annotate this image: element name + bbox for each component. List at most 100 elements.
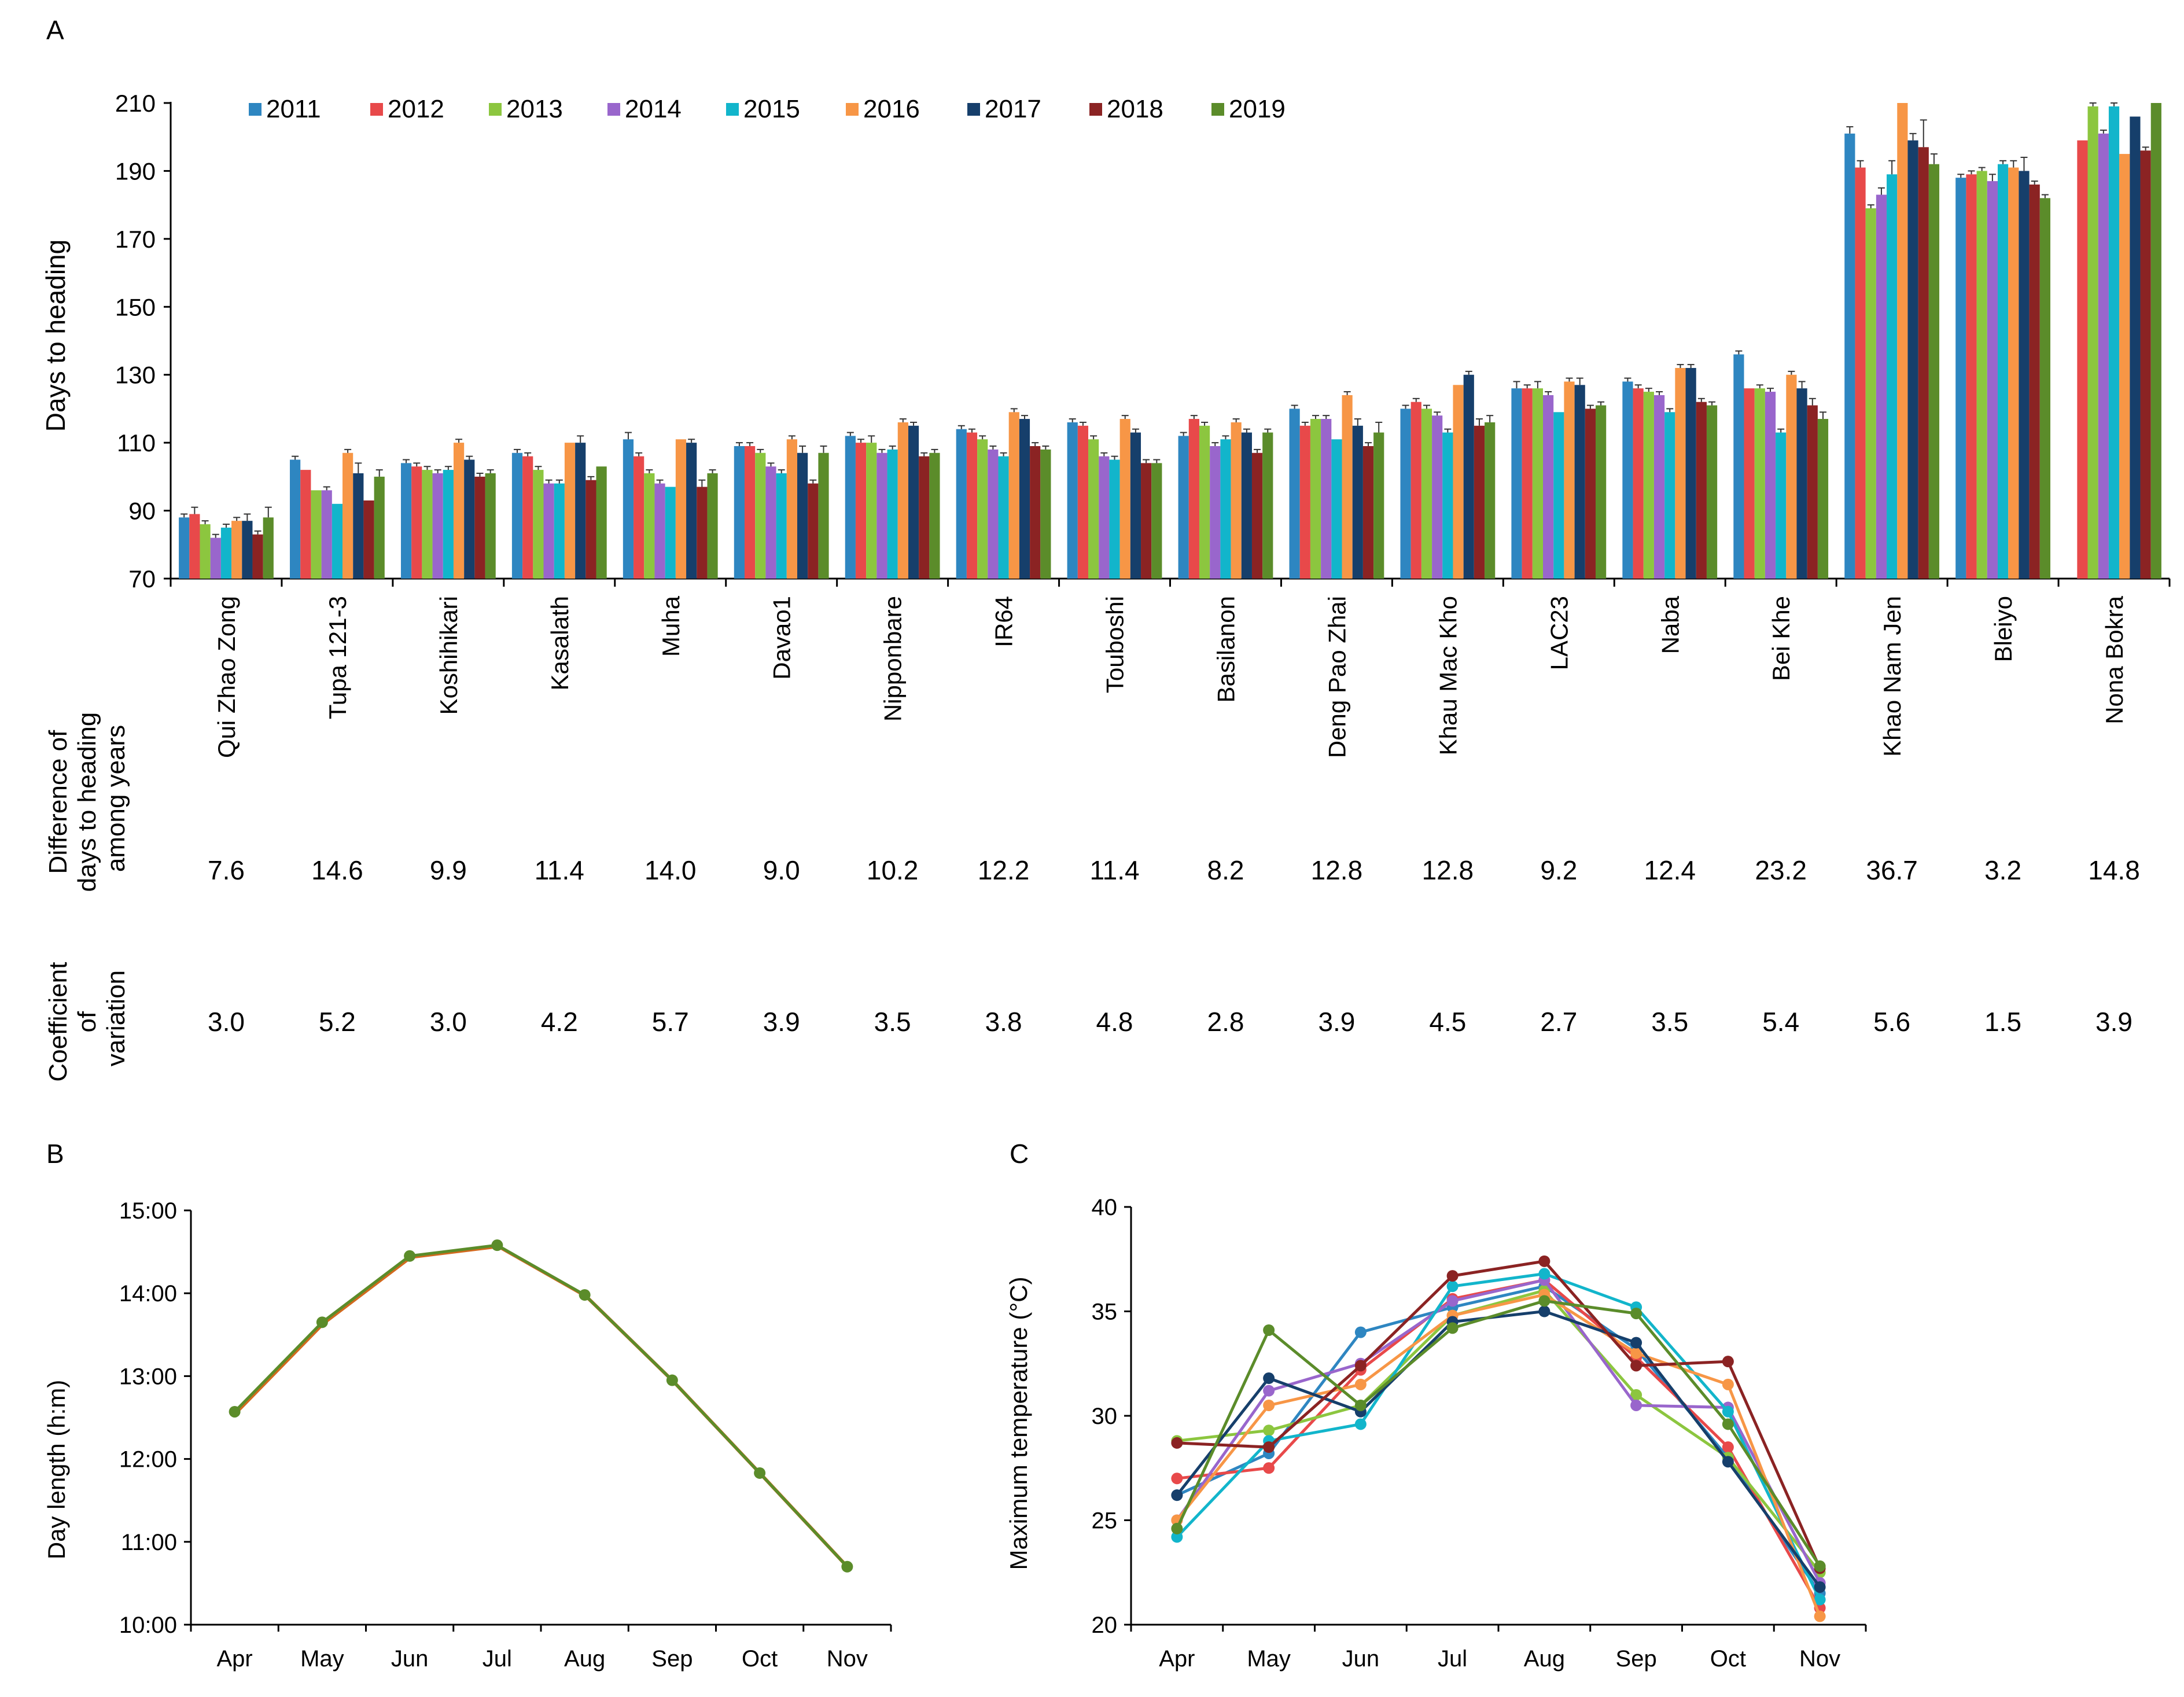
bar-2016 [897, 422, 908, 579]
bar-2017 [1574, 385, 1585, 579]
bar-2012 [300, 470, 311, 579]
temperature-point-2017 [1814, 1581, 1826, 1593]
temperature-point-2016 [1814, 1610, 1826, 1622]
difference-value: 11.4 [535, 855, 584, 885]
bar-2013 [1421, 408, 1432, 579]
bar-2015 [665, 487, 676, 579]
difference-value: 23.2 [1755, 855, 1807, 885]
chart-a-category-label: Khao Nam Jen [1879, 596, 1906, 757]
temperature-line-2013 [1177, 1289, 1821, 1574]
bar-2016 [1897, 103, 1908, 579]
chart-c-y-tick-label: 40 [1092, 1195, 1118, 1220]
bar-2014 [1210, 446, 1221, 579]
bar-2016 [342, 452, 353, 579]
bar-2014 [2098, 133, 2109, 579]
bar-2019 [1596, 405, 1607, 579]
temperature-point-2018 [1630, 1360, 1642, 1372]
chart-c-y-tick-label: 35 [1092, 1300, 1118, 1325]
temperature-point-2012 [1263, 1462, 1275, 1474]
bar-2013 [1976, 171, 1987, 579]
bar-2014 [210, 538, 221, 579]
bar-2019 [485, 473, 496, 579]
difference-value: 12.8 [1422, 855, 1474, 885]
bar-2015 [776, 473, 787, 579]
cv-value: 5.2 [319, 1007, 356, 1037]
temperature-point-2018 [1354, 1360, 1367, 1372]
chart-c-y-tick-label: 30 [1092, 1404, 1118, 1429]
chart-a-category-label: Koshihikari [435, 596, 462, 715]
chart-a-y-tick-label: 210 [115, 90, 156, 117]
temperature-point-2016 [1722, 1378, 1734, 1390]
chart-a-y-tick-label: 170 [115, 226, 156, 253]
chart-c-x-tick-label: Oct [1710, 1646, 1746, 1672]
chart-b-x-tick-label: Oct [742, 1646, 778, 1672]
chart-b-y-tick-label: 12:00 [119, 1447, 177, 1473]
bar-2019 [1817, 419, 1829, 579]
bar-2014 [988, 449, 999, 579]
cv-value: 2.7 [1540, 1007, 1577, 1037]
panel-label-c: C [1010, 1139, 1029, 1169]
bar-2019 [2150, 103, 2161, 579]
chart-b-y-tick-label: 11:00 [121, 1530, 177, 1555]
bar-2018 [1585, 408, 1596, 579]
temperature-point-2017 [1171, 1489, 1183, 1501]
bar-2018 [1141, 463, 1152, 579]
bar-2016 [2119, 154, 2130, 579]
bar-2017 [464, 459, 475, 579]
temperature-point-2019 [1354, 1399, 1367, 1411]
bar-2017 [908, 425, 919, 579]
bar-2015 [1997, 164, 2009, 579]
chart-a-category-label: Nipponbare [879, 596, 907, 721]
bar-2014 [1653, 395, 1665, 579]
chart-c-x-tick-label: Nov [1799, 1646, 1840, 1672]
legend-swatch-2015 [726, 103, 739, 116]
legend-label-2013: 2013 [506, 95, 563, 123]
day-length-point [404, 1250, 416, 1262]
bar-2013 [1088, 439, 1099, 579]
legend-swatch-2018 [1089, 103, 1102, 116]
temperature-point-2019 [1263, 1324, 1275, 1336]
temperature-point-2019 [1630, 1308, 1642, 1320]
chart-a-category-label: Qui Zhao Zong [213, 596, 240, 758]
bar-2017 [1130, 432, 1141, 579]
bar-2017 [2019, 171, 2030, 579]
chart-b-y-tick-label: 10:00 [119, 1613, 177, 1638]
chart-a-category-label: Basilanon [1212, 596, 1239, 702]
bar-2018 [585, 480, 596, 579]
bar-2014 [1765, 392, 1776, 579]
bar-2013 [1310, 419, 1321, 579]
chart-a-category-label: Tupa 121-3 [324, 596, 351, 719]
temperature-point-2015 [1354, 1418, 1367, 1430]
chart-a-category-label: Bei Khe [1767, 596, 1795, 681]
day-length-point [229, 1405, 241, 1418]
bar-2012 [189, 514, 200, 579]
bar-2015 [2108, 106, 2120, 579]
bar-2011 [511, 452, 523, 579]
day-length-point [754, 1467, 766, 1479]
temperature-point-2015 [1722, 1405, 1734, 1418]
difference-value: 12.4 [1644, 855, 1696, 885]
bar-2012 [411, 466, 422, 579]
bar-2012 [1966, 174, 1977, 579]
bar-2013 [977, 439, 988, 579]
bar-2018 [1696, 402, 1707, 579]
bar-2012 [1744, 388, 1755, 579]
chart-c: 20 25 30 35 40 Apr May Jun Jul Aug Sep Oct Nov [1092, 1195, 1867, 1672]
bar-2013 [2087, 106, 2098, 579]
bar-2018 [2029, 184, 2040, 579]
chart-a-category-label: Naba [1656, 595, 1684, 654]
temperature-point-2013 [1630, 1389, 1642, 1401]
bar-2011 [290, 459, 301, 579]
difference-value: 8.2 [1207, 855, 1244, 885]
chart-a-y-tick-label: 110 [117, 429, 156, 457]
cv-value: 1.5 [1984, 1007, 2021, 1037]
bar-2016 [453, 443, 465, 579]
bar-2019 [707, 473, 718, 579]
cv-value: 5.4 [1762, 1007, 1799, 1037]
cv-row-label: Coefficient of variation [44, 955, 130, 1081]
bar-2015 [332, 503, 343, 579]
chart-b-x-tick-label: May [300, 1646, 344, 1672]
cv-value: 2.8 [1207, 1007, 1244, 1037]
chart-a-category-label: Davao1 [768, 596, 795, 680]
bar-2011 [1955, 178, 1966, 579]
